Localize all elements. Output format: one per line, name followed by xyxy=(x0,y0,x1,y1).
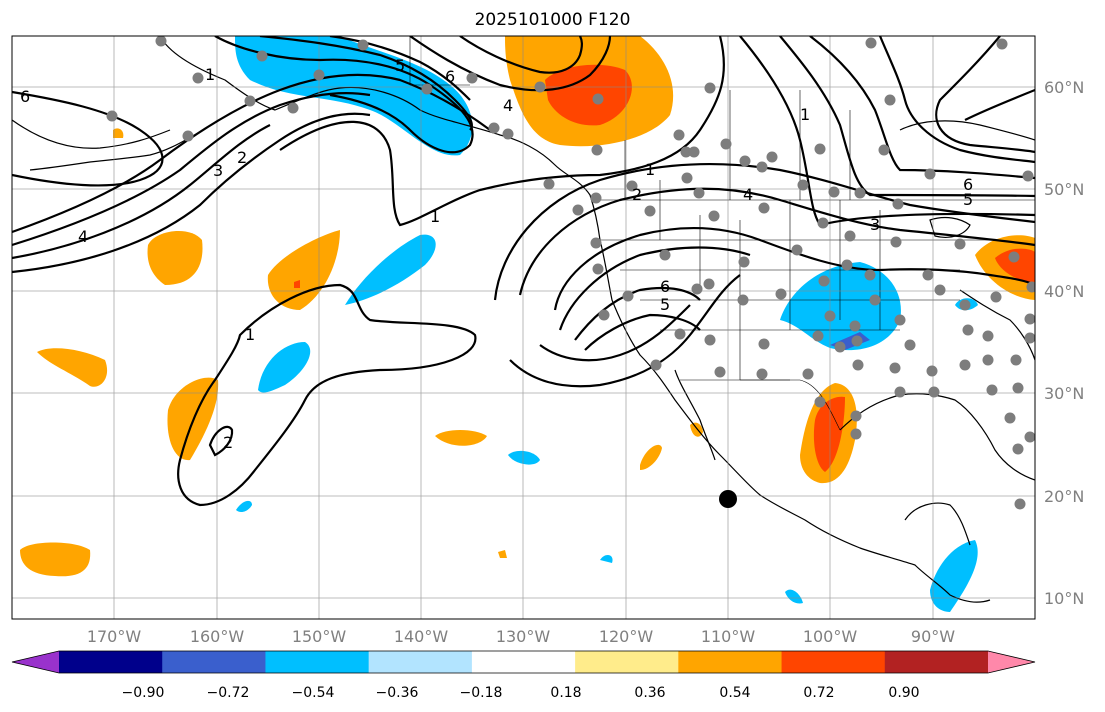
contour-label: 6 xyxy=(660,277,670,296)
colorbar-segment xyxy=(162,651,266,673)
colorbar-segment xyxy=(471,651,576,673)
contour-label: 1 xyxy=(645,160,655,179)
longitude-labels: 170°W 160°W 150°W 140°W 130°W 120°W 110°… xyxy=(87,627,955,646)
colorbar-tick-label: −0.90 xyxy=(122,685,165,701)
station-dots-layer xyxy=(106,36,1035,510)
negative-shade-gulf-alaska xyxy=(235,36,473,156)
coastline-baja xyxy=(674,369,716,461)
negative-shade-small-3 xyxy=(236,500,252,513)
map-frame xyxy=(11,35,1036,620)
positive-shade-dot xyxy=(294,280,300,288)
aleutians xyxy=(29,131,201,171)
colorbar-extend-high xyxy=(988,651,1035,673)
colorbar-tick-labels: −0.90 −0.72 −0.54 −0.36 −0.18 0.18 0.36 … xyxy=(122,685,920,701)
contour-label: 5 xyxy=(660,295,670,314)
positive-shade-south-small xyxy=(435,430,487,446)
positive-shade-small-5 xyxy=(113,128,124,138)
colorbar-segment xyxy=(781,651,886,673)
positive-shade-cal-gulf xyxy=(690,422,703,437)
contour-label: 5 xyxy=(963,190,973,209)
negative-shade-plains xyxy=(780,262,901,351)
colorbar-tick-label: 0.36 xyxy=(634,685,665,701)
storm-center-marker xyxy=(719,490,737,508)
contour-label: 1 xyxy=(245,325,255,344)
lon-label: 90°W xyxy=(911,627,955,646)
colorbar-segment xyxy=(884,651,989,673)
lon-label: 120°W xyxy=(599,627,654,646)
lon-label: 110°W xyxy=(701,627,756,646)
colorbar-tick-label: 0.90 xyxy=(888,685,919,701)
colorbar-tick-label: 0.18 xyxy=(550,685,581,701)
contour-label: 2 xyxy=(237,148,247,167)
map-title: 2025101000 F120 xyxy=(474,10,631,30)
lat-label: 30°N xyxy=(1044,384,1084,403)
lon-label: 100°W xyxy=(803,627,858,646)
shaded-anomaly-layer xyxy=(20,36,1035,612)
contour-label: 2 xyxy=(632,185,642,204)
positive-shade-baja xyxy=(640,444,662,470)
lon-label: 150°W xyxy=(292,627,347,646)
latitude-labels: 60°N 50°N 40°N 30°N 20°N 10°N xyxy=(1044,78,1084,608)
contour-label: 5 xyxy=(395,56,405,75)
colorbar-segment xyxy=(59,651,163,673)
colorbar-tick-label: −0.18 xyxy=(460,685,503,701)
coastline-gulf-mexico xyxy=(839,393,1035,481)
contour-label: 6 xyxy=(963,175,973,194)
colorbar-extend-low xyxy=(12,651,59,673)
contour-label: 1 xyxy=(800,105,810,124)
coastline-alaska xyxy=(159,36,991,603)
colorbar-outline xyxy=(11,650,1036,674)
negative-shade-pacific-south xyxy=(258,342,311,393)
contour-label: 2 xyxy=(223,433,233,452)
positive-shade-texas-core xyxy=(813,396,845,472)
colorbar-segment xyxy=(265,651,370,673)
colorbar-tick-label: −0.72 xyxy=(207,685,250,701)
positive-shade-pacific-west xyxy=(147,230,203,285)
colorbar-tick-label: −0.36 xyxy=(376,685,419,701)
lat-label: 20°N xyxy=(1044,487,1084,506)
contours-layer xyxy=(12,36,1035,507)
lon-label: 170°W xyxy=(87,627,142,646)
lon-label: 130°W xyxy=(496,627,551,646)
contour-label: 6 xyxy=(20,87,30,106)
lat-label: 60°N xyxy=(1044,78,1084,97)
contour-label: 1 xyxy=(430,207,440,226)
colorbar-segment xyxy=(678,651,783,673)
coastline-yucatan xyxy=(904,502,971,546)
colorbar-tick-label: −0.54 xyxy=(292,685,335,701)
colorbar-segment xyxy=(368,651,473,673)
colorbar-segment xyxy=(575,651,679,673)
contour-labels-layer: 6 5 6 4 1 3 2 4 1 1 2 1 4 3 5 6 5 6 2 1 xyxy=(20,56,973,452)
positive-shade-far-sw xyxy=(20,542,91,577)
lat-label: 50°N xyxy=(1044,180,1084,199)
negative-shade-central-america xyxy=(930,540,978,612)
coastlines-layer xyxy=(12,36,1035,603)
lat-label: 10°N xyxy=(1044,589,1084,608)
contour-label: 4 xyxy=(78,227,88,246)
lon-label: 140°W xyxy=(394,627,449,646)
contour-label: 4 xyxy=(503,96,513,115)
coastline-great-lakes xyxy=(929,216,971,238)
contour-label: 3 xyxy=(870,215,880,234)
lon-label: 160°W xyxy=(190,627,245,646)
contour-label: 1 xyxy=(205,65,215,84)
negative-shade-central-pacific xyxy=(345,234,436,305)
colorbar-tick-label: 0.72 xyxy=(803,685,834,701)
positive-shade-small-6 xyxy=(498,550,507,558)
negative-shade-hawaii xyxy=(508,450,540,465)
contour-label: 6 xyxy=(445,67,455,86)
lat-label: 40°N xyxy=(1044,282,1084,301)
positive-shade-east-core xyxy=(995,248,1035,283)
coastline-east xyxy=(959,289,1035,361)
positive-shade-pacific-sw xyxy=(37,348,108,387)
contour-label: 3 xyxy=(213,161,223,180)
contour-label: 4 xyxy=(743,185,753,204)
negative-shade-small-1 xyxy=(600,554,613,563)
positive-shade-pacific-mid xyxy=(267,230,340,310)
colorbar-tick-label: 0.54 xyxy=(719,685,750,701)
colorbar xyxy=(11,650,1036,674)
positive-shade-canada-core xyxy=(545,64,632,126)
negative-shade-small-2 xyxy=(785,589,803,604)
